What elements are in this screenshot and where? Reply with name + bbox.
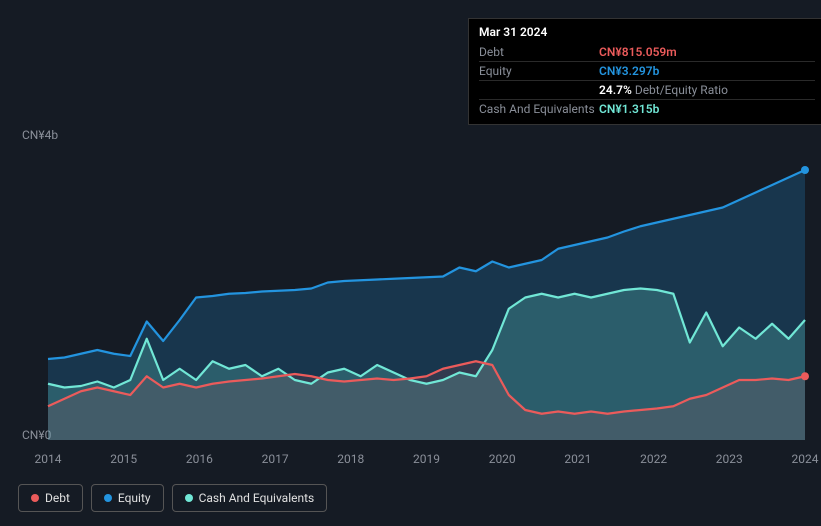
legend-label: Cash And Equivalents [199,491,315,505]
x-axis-label: 2023 [716,452,743,466]
tooltip-row: 24.7% Debt/Equity Ratio [479,81,815,100]
tooltip-row: DebtCN¥815.059m [479,43,815,62]
tooltip-row-value: CN¥3.297b [599,64,659,78]
tooltip-row: Cash And EquivalentsCN¥1.315b [479,100,815,118]
tooltip-panel: Mar 31 2024 DebtCN¥815.059mEquityCN¥3.29… [468,18,821,125]
tooltip-row-value: CN¥815.059m [599,45,677,59]
legend-dot-icon [185,494,193,502]
x-axis-labels: 2014 2015 2016 2017 2018 2019 2020 2021 2022 2023… [0,452,821,468]
x-axis-label: 2016 [186,452,213,466]
legend-item-equity[interactable]: Equity [91,484,164,512]
x-axis-label: 2024 [792,452,819,466]
tooltip-row-label: Equity [479,64,599,78]
x-axis-label: 2018 [337,452,364,466]
end-marker-debt [801,372,809,380]
legend-dot-icon [104,494,112,502]
x-axis-label: 2022 [640,452,667,466]
x-axis-label: 2014 [35,452,62,466]
legend-item-debt[interactable]: Debt [18,484,83,512]
tooltip-title: Mar 31 2024 [479,25,815,43]
tooltip-row-label: Debt [479,45,599,59]
x-axis-label: 2020 [489,452,516,466]
legend-label: Equity [118,491,151,505]
x-axis-label: 2017 [262,452,289,466]
x-axis-label: 2021 [564,452,591,466]
end-marker-equity [801,166,809,174]
tooltip-row-label: Cash And Equivalents [479,102,599,116]
tooltip-row-label [479,83,599,97]
legend-item-cash[interactable]: Cash And Equivalents [172,484,328,512]
legend: Debt Equity Cash And Equivalents [18,484,327,512]
tooltip-row-value: 24.7% Debt/Equity Ratio [599,83,728,97]
legend-dot-icon [31,494,39,502]
tooltip-row: EquityCN¥3.297b [479,62,815,81]
x-axis-label: 2019 [413,452,440,466]
x-axis-label: 2015 [110,452,137,466]
legend-label: Debt [45,491,70,505]
tooltip-row-value: CN¥1.315b [599,102,659,116]
